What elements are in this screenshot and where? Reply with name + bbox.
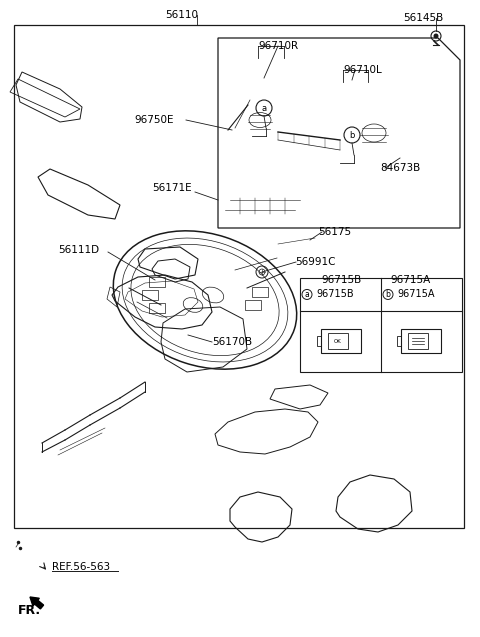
Bar (327, 333, 348, 350)
Bar (142, 290, 158, 300)
Text: 56991C: 56991C (295, 257, 336, 267)
Text: REF.56-563: REF.56-563 (52, 562, 110, 572)
Bar (149, 303, 165, 313)
FancyArrow shape (30, 597, 44, 609)
Bar (316, 336, 321, 347)
Text: 56110: 56110 (165, 10, 198, 20)
Bar (149, 277, 165, 287)
Text: b: b (349, 131, 355, 140)
Text: 96750E: 96750E (134, 115, 173, 125)
Text: 56111D: 56111D (58, 245, 99, 255)
Text: 96715A: 96715A (397, 289, 434, 299)
Text: FR.: FR. (18, 603, 41, 617)
Bar (401, 329, 442, 354)
Text: 96710L: 96710L (343, 65, 382, 75)
Text: a: a (305, 290, 310, 299)
Text: 56175: 56175 (318, 227, 351, 237)
Bar (408, 333, 429, 350)
Text: a: a (262, 103, 266, 113)
Text: 56145B: 56145B (403, 13, 443, 23)
Text: b: b (385, 290, 390, 299)
Bar (397, 336, 401, 347)
Text: 96715A: 96715A (390, 275, 430, 285)
Text: 56170B: 56170B (212, 337, 252, 347)
Text: 84673B: 84673B (380, 163, 420, 173)
Bar (245, 300, 261, 310)
Circle shape (433, 34, 439, 38)
Text: 56171E: 56171E (152, 183, 192, 193)
Text: 96710R: 96710R (258, 41, 298, 51)
Text: 96715B: 96715B (321, 275, 361, 285)
Text: 96715B: 96715B (316, 289, 354, 299)
Bar (252, 287, 268, 297)
Bar (321, 329, 360, 354)
Text: OK: OK (334, 339, 341, 344)
